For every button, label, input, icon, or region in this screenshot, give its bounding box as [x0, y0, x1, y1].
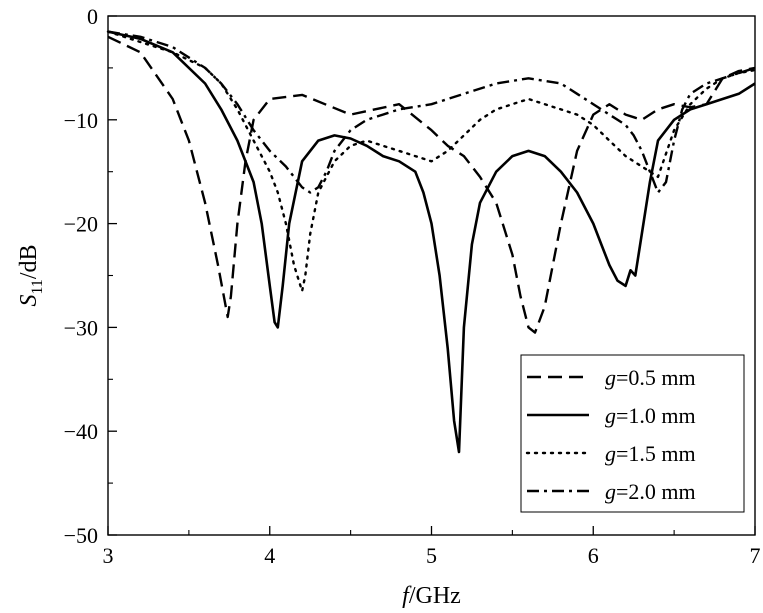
legend-label-4: g=2.0 mm: [605, 479, 696, 504]
legend-box: [520, 354, 745, 513]
series-layer: [106, 30, 757, 454]
legend-label-var: g: [605, 365, 616, 390]
legend-label-var: g: [605, 403, 616, 428]
y-tick-label: −50: [64, 523, 98, 548]
y-tick-label: −20: [64, 212, 98, 237]
x-tick-label: 5: [426, 543, 437, 568]
y-tick-label: 0: [87, 4, 98, 29]
legend-label-rest: =0.5 mm: [616, 365, 696, 390]
x-axis-label: f/GHz: [402, 583, 461, 609]
y-axis-label-sub: 11: [29, 279, 46, 294]
y-tick-label: −30: [64, 315, 98, 340]
x-tick-label: 6: [588, 543, 599, 568]
legend-label-1: g=0.5 mm: [605, 365, 696, 390]
y-axis-label-var: S: [16, 295, 42, 307]
y-tick-label: −40: [64, 419, 98, 444]
series-line-4: [107, 30, 756, 194]
x-tick-label: 7: [750, 543, 761, 568]
x-axis-label-var: f: [402, 583, 412, 609]
x-tick-label: 4: [264, 543, 275, 568]
legend: g=0.5 mmg=1.0 mmg=1.5 mmg=2.0 mm: [520, 354, 745, 513]
legend-label-3: g=1.5 mm: [605, 441, 696, 466]
legend-label-rest: =1.5 mm: [616, 441, 696, 466]
series-line-2: [107, 30, 756, 454]
x-axis: 3 4 5 6 7: [103, 526, 761, 568]
legend-label-var: g: [605, 479, 616, 504]
legend-label-rest: =1.0 mm: [616, 403, 696, 428]
x-tick-label: 3: [103, 543, 114, 568]
legend-label-var: g: [605, 441, 616, 466]
legend-label-2: g=1.0 mm: [605, 403, 696, 428]
x-axis-label-unit: /GHz: [409, 583, 461, 609]
y-axis-label-unit: /dB: [16, 244, 42, 279]
y-axis: 0 −10 −20 −30 −40 −50: [64, 4, 117, 548]
legend-label-rest: =2.0 mm: [616, 479, 696, 504]
y-axis-label: S11/dB: [16, 244, 46, 306]
y-tick-label: −10: [64, 108, 98, 133]
series-line-3: [106, 30, 757, 293]
